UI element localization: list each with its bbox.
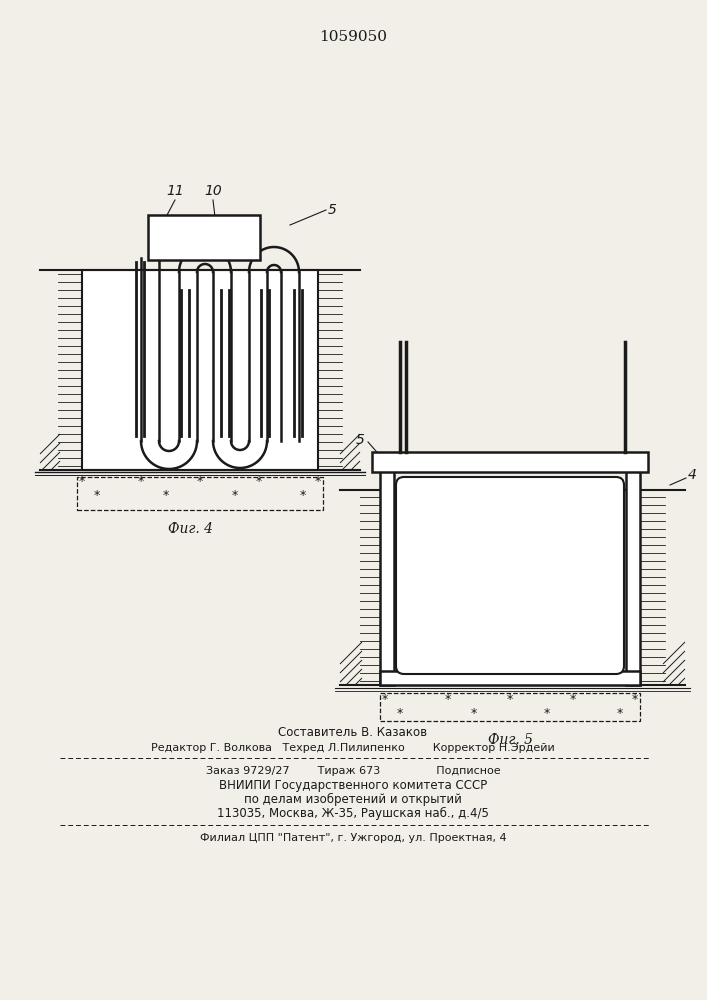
FancyBboxPatch shape <box>396 477 624 674</box>
Bar <box>372 452 648 472</box>
Bar <box>82 270 318 470</box>
Text: *: * <box>256 476 262 488</box>
Text: 4: 4 <box>688 468 697 482</box>
Text: ВНИИПИ Государственного комитета СССР: ВНИИПИ Государственного комитета СССР <box>219 778 487 792</box>
Text: *: * <box>445 692 450 706</box>
Bar <box>380 671 640 685</box>
Text: *: * <box>544 706 550 720</box>
Text: *: * <box>197 476 203 488</box>
Text: Редактор Г. Волкова   Техред Л.Пилипенко        Корректор Н.Эрдейи: Редактор Г. Волкова Техред Л.Пилипенко К… <box>151 743 555 753</box>
Text: *: * <box>300 488 306 502</box>
Text: *: * <box>382 692 388 706</box>
Text: *: * <box>231 488 238 502</box>
Bar <box>380 693 640 721</box>
Text: 113035, Москва, Ж-35, Раушская наб., д.4/5: 113035, Москва, Ж-35, Раушская наб., д.4… <box>217 806 489 820</box>
Text: 1059050: 1059050 <box>319 30 387 44</box>
Bar <box>77 477 323 510</box>
Text: Составитель В. Казаков: Составитель В. Казаков <box>279 726 428 738</box>
Text: Фиг. 5: Фиг. 5 <box>488 733 532 747</box>
Text: 5: 5 <box>356 433 365 447</box>
Text: *: * <box>470 706 477 720</box>
Text: Филиал ЦПП "Патент", г. Ужгород, ул. Проектная, 4: Филиал ЦПП "Патент", г. Ужгород, ул. Про… <box>199 833 506 843</box>
Text: *: * <box>138 476 144 488</box>
Text: *: * <box>79 476 85 488</box>
Bar <box>380 470 394 685</box>
Text: *: * <box>617 706 623 720</box>
Text: 10: 10 <box>204 184 222 198</box>
Text: 11: 11 <box>166 184 184 198</box>
Text: 5: 5 <box>328 203 337 217</box>
Text: *: * <box>94 488 100 502</box>
Bar <box>148 215 260 260</box>
Text: *: * <box>569 692 575 706</box>
Text: *: * <box>632 692 638 706</box>
Text: *: * <box>397 706 403 720</box>
Text: по делам изобретений и открытий: по делам изобретений и открытий <box>244 792 462 806</box>
Text: Заказ 9729/27        Тираж 673                Подписное: Заказ 9729/27 Тираж 673 Подписное <box>206 766 501 776</box>
Text: *: * <box>507 692 513 706</box>
Text: Фиг. 4: Фиг. 4 <box>168 522 213 536</box>
Bar <box>626 470 640 685</box>
Text: *: * <box>315 476 321 488</box>
Text: *: * <box>163 488 169 502</box>
